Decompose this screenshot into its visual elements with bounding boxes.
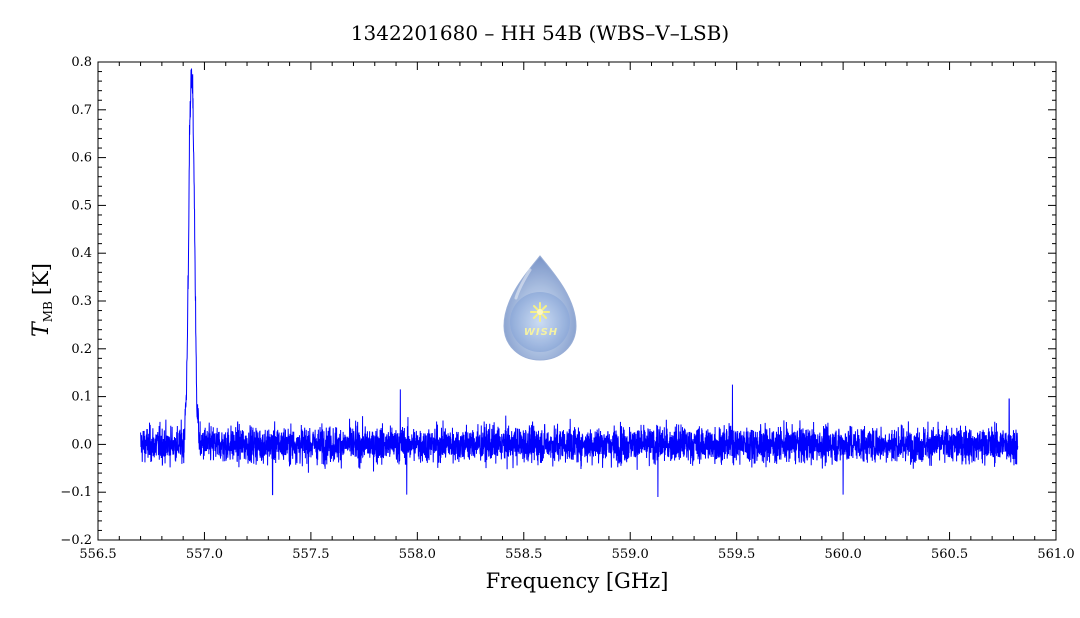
x-tick-label: 561.0 [1037, 547, 1074, 562]
y-axis-symbol: T [29, 320, 54, 337]
wish-drop-logo-icon: WISH [503, 255, 577, 361]
y-tick-label: 0.8 [71, 55, 92, 70]
y-axis-unit: [K] [29, 263, 53, 295]
spectrum-series [140, 68, 1019, 497]
y-tick-label: 0.2 [71, 342, 92, 357]
y-tick-label: −0.1 [60, 485, 92, 500]
x-axis-label: Frequency [GHz] [486, 569, 669, 593]
x-tick-label: 556.5 [79, 547, 116, 562]
svg-text:TMB[K]: TMB [K] [29, 263, 55, 337]
y-axis-subscript: MB [41, 301, 55, 322]
y-tick-label: 0.4 [71, 246, 92, 261]
y-tick-label: 0.7 [71, 103, 92, 118]
y-tick-labels: −0.2 −0.1 0.0 0.1 0.2 0.3 0.4 0.5 0.6 0.7 0.8 [60, 55, 92, 548]
y-tick-label: 0.1 [71, 390, 92, 405]
chart-title: 1342201680 – HH 54B (WBS–V–LSB) [351, 21, 729, 45]
y-tick-label: 0.3 [71, 294, 92, 309]
spectrum-line [140, 68, 1019, 497]
x-tick-label: 558.0 [399, 547, 436, 562]
y-tick-label: 0.6 [71, 151, 92, 166]
y-tick-label: −0.2 [60, 533, 92, 548]
x-tick-label: 558.5 [505, 547, 542, 562]
axis-ticks [97, 61, 1057, 541]
x-tick-label: 560.0 [825, 547, 862, 562]
y-axis-label: TMB [K] [29, 263, 55, 337]
x-tick-label: 560.5 [931, 547, 968, 562]
watermark-text: WISH [524, 327, 558, 338]
x-tick-label: 557.5 [292, 547, 329, 562]
x-tick-label: 557.0 [186, 547, 223, 562]
y-tick-label: 0.5 [71, 198, 92, 213]
x-tick-labels: 556.5 557.0 557.5 558.0 558.5 559.0 559.5 560.0… [79, 547, 1074, 562]
plot-frame [97, 61, 1057, 541]
y-tick-label: 0.0 [71, 437, 92, 452]
x-tick-label: 559.5 [718, 547, 755, 562]
x-tick-label: 559.0 [612, 547, 649, 562]
